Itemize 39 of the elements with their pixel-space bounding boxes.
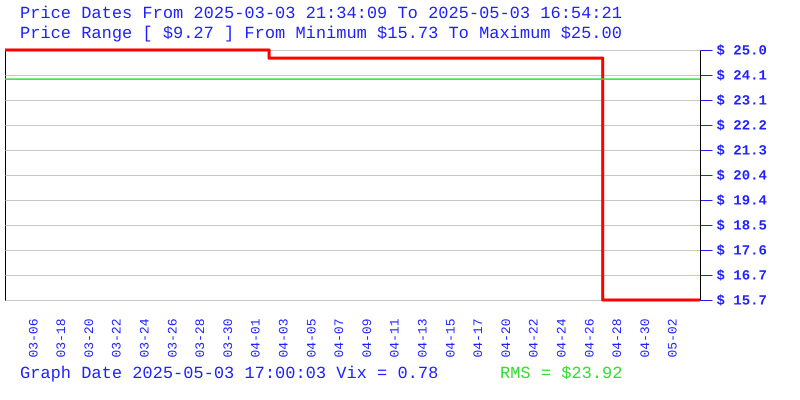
y-tick-label: $ 15.7 (716, 294, 767, 310)
y-tick-label: $ 18.5 (716, 218, 767, 235)
x-tick-label: 04-26 (582, 318, 598, 358)
x-tick-label: 05-02 (666, 318, 681, 358)
y-tick-label: $ 19.4 (716, 193, 767, 210)
x-tick-label: 04-22 (526, 318, 542, 358)
x-tick-label: 03-18 (54, 318, 70, 358)
y-tick-label: $ 25.0 (716, 44, 767, 60)
x-tick-label: 03-20 (82, 318, 97, 358)
y-tick-label: $ 16.7 (716, 268, 767, 284)
x-tick-label: 03-24 (138, 318, 152, 358)
y-tick-label: $ 20.4 (716, 168, 767, 184)
x-tick-label: 04-24 (554, 318, 570, 358)
y-tick-label: $ 23.1 (716, 93, 767, 110)
x-tick-label: 04-09 (360, 318, 375, 358)
x-tick-label: 03-22 (110, 318, 125, 358)
x-tick-label: 03-30 (220, 318, 236, 358)
y-tick-label: $ 21.3 (716, 144, 767, 160)
x-tick-label: 04-05 (304, 318, 320, 358)
x-tick-label: 04-11 (388, 318, 403, 358)
x-tick-label: 03-28 (193, 318, 208, 358)
x-tick-label: 04-03 (276, 318, 292, 358)
chart-subtitle: Price Range [ $9.27 ] From Minimum $15.73 To Maximum $25.00 (20, 25, 622, 44)
x-tick-label: 04-15 (443, 318, 458, 358)
y-tick-label: $ 24.1 (716, 68, 767, 85)
y-tick-label: $ 22.2 (716, 118, 767, 134)
ref-line-label: RMS = $23.92 (500, 365, 622, 384)
x-tick-label: 04-13 (416, 318, 430, 358)
x-tick-label: 04-01 (248, 318, 264, 358)
x-tick-label: 04-30 (638, 318, 653, 358)
x-tick-label: 04-07 (332, 318, 348, 358)
x-tick-label: 04-20 (498, 318, 514, 358)
y-tick-label: $ 17.6 (716, 244, 767, 260)
x-tick-label: 04-17 (471, 318, 486, 358)
text: Graph Date 2025-05-03 17:00:03 Vix = 0.78 (20, 365, 438, 384)
x-tick-label: 04-28 (610, 318, 626, 358)
x-tick-label: 03-06 (26, 318, 42, 358)
x-tick-label: 03-26 (165, 318, 180, 358)
chart-title: Price Dates From 2025-03-03 21:34:09 To 2025-05-03 16:54:21 (20, 5, 622, 24)
